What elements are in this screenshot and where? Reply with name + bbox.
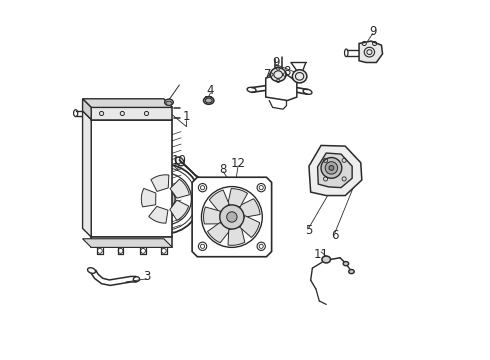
- Ellipse shape: [349, 270, 354, 274]
- Polygon shape: [228, 226, 245, 245]
- Ellipse shape: [322, 256, 331, 263]
- Ellipse shape: [203, 97, 214, 104]
- Text: 8: 8: [283, 65, 290, 78]
- Circle shape: [198, 184, 207, 192]
- Polygon shape: [359, 41, 383, 63]
- Polygon shape: [83, 99, 91, 120]
- Polygon shape: [91, 120, 172, 237]
- Polygon shape: [170, 200, 189, 220]
- Polygon shape: [91, 107, 172, 120]
- Text: 4: 4: [207, 84, 214, 97]
- Circle shape: [325, 162, 338, 174]
- Polygon shape: [266, 73, 297, 100]
- Polygon shape: [83, 111, 172, 120]
- Text: 3: 3: [143, 270, 150, 283]
- Polygon shape: [141, 188, 156, 207]
- Circle shape: [227, 212, 237, 222]
- Circle shape: [220, 205, 244, 229]
- Polygon shape: [170, 179, 189, 198]
- Polygon shape: [151, 175, 169, 192]
- Text: 8: 8: [220, 163, 227, 176]
- Circle shape: [257, 184, 266, 192]
- Polygon shape: [192, 177, 271, 257]
- Text: 9: 9: [272, 56, 280, 69]
- Text: 7: 7: [264, 68, 271, 81]
- Circle shape: [198, 242, 207, 251]
- Ellipse shape: [166, 101, 172, 105]
- Polygon shape: [203, 207, 220, 224]
- Text: 5: 5: [305, 224, 313, 237]
- Polygon shape: [240, 216, 260, 238]
- Polygon shape: [91, 237, 172, 247]
- Ellipse shape: [343, 262, 349, 266]
- Text: 6: 6: [331, 229, 339, 242]
- Text: 1: 1: [182, 110, 190, 123]
- Polygon shape: [83, 111, 91, 237]
- Ellipse shape: [270, 68, 286, 81]
- Polygon shape: [207, 222, 230, 243]
- Text: 10: 10: [172, 154, 187, 167]
- Polygon shape: [83, 239, 172, 247]
- Text: 12: 12: [231, 157, 245, 170]
- Polygon shape: [239, 199, 260, 217]
- Text: 2: 2: [217, 224, 224, 237]
- Polygon shape: [148, 206, 168, 223]
- Circle shape: [156, 189, 175, 209]
- Circle shape: [257, 242, 266, 251]
- Polygon shape: [228, 189, 247, 207]
- Ellipse shape: [205, 98, 212, 103]
- Polygon shape: [318, 153, 352, 188]
- Text: 9: 9: [369, 25, 377, 38]
- Text: 11: 11: [314, 248, 328, 261]
- Polygon shape: [83, 99, 172, 107]
- Polygon shape: [309, 145, 362, 195]
- Circle shape: [329, 166, 334, 170]
- Ellipse shape: [293, 70, 307, 83]
- Polygon shape: [209, 190, 229, 212]
- Circle shape: [321, 158, 342, 178]
- Ellipse shape: [165, 99, 173, 105]
